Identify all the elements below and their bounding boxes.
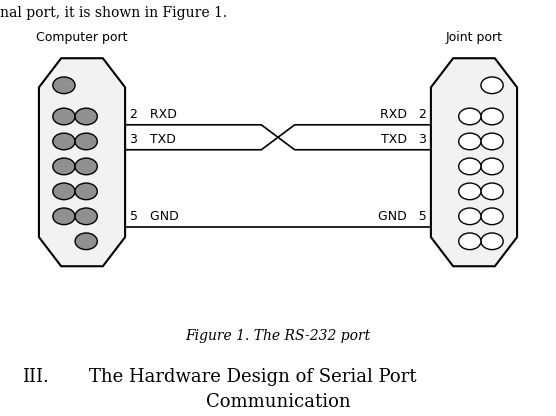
Circle shape [481, 108, 503, 125]
Text: Communication: Communication [206, 393, 350, 411]
Text: Computer port: Computer port [36, 31, 128, 44]
Circle shape [481, 158, 503, 175]
Circle shape [75, 208, 97, 225]
Circle shape [75, 183, 97, 200]
Circle shape [459, 183, 481, 200]
Circle shape [481, 233, 503, 250]
Text: III.: III. [22, 368, 49, 386]
Circle shape [75, 158, 97, 175]
Text: nal port, it is shown in Figure 1.: nal port, it is shown in Figure 1. [0, 6, 227, 20]
Text: The Hardware Design of Serial Port: The Hardware Design of Serial Port [89, 368, 416, 386]
Circle shape [53, 183, 75, 200]
Circle shape [75, 108, 97, 125]
Circle shape [481, 77, 503, 94]
Circle shape [459, 158, 481, 175]
Circle shape [481, 208, 503, 225]
Circle shape [459, 108, 481, 125]
Circle shape [53, 108, 75, 125]
Circle shape [53, 77, 75, 94]
Text: TXD   3: TXD 3 [380, 134, 426, 146]
Circle shape [459, 233, 481, 250]
Circle shape [53, 208, 75, 225]
Circle shape [75, 133, 97, 150]
Circle shape [75, 233, 97, 250]
Polygon shape [431, 58, 517, 266]
Text: GND   5: GND 5 [378, 210, 426, 223]
Text: 3   TXD: 3 TXD [130, 134, 176, 146]
Circle shape [481, 183, 503, 200]
Text: RXD   2: RXD 2 [380, 109, 426, 121]
Circle shape [53, 158, 75, 175]
Circle shape [459, 208, 481, 225]
Text: 2   RXD: 2 RXD [130, 109, 176, 121]
Text: Joint port: Joint port [445, 31, 503, 44]
Circle shape [481, 133, 503, 150]
Text: 5   GND: 5 GND [130, 210, 178, 223]
Polygon shape [39, 58, 125, 266]
Circle shape [459, 133, 481, 150]
Circle shape [53, 133, 75, 150]
Text: Figure 1. The RS-232 port: Figure 1. The RS-232 port [185, 329, 371, 343]
